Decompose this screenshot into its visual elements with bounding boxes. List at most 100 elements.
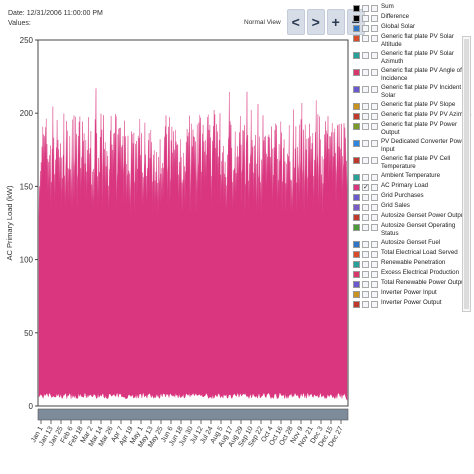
legend-item[interactable]: ✓ AC Primary Load	[353, 182, 472, 191]
legend-checkbox[interactable]	[362, 103, 369, 110]
legend-checkbox[interactable]	[362, 251, 369, 258]
legend-axis-checkbox[interactable]	[371, 140, 378, 147]
legend-checkbox[interactable]	[362, 15, 369, 22]
legend-checkbox[interactable]	[362, 291, 369, 298]
legend-color-swatch[interactable]	[353, 35, 360, 42]
legend-checkbox[interactable]	[362, 5, 369, 12]
legend-item[interactable]: Autosize Genset Operating Status	[353, 222, 472, 238]
legend-axis-checkbox[interactable]	[371, 103, 378, 110]
legend-item[interactable]: Generic flat plate PV Angle of Incidence	[353, 67, 472, 83]
legend-axis-checkbox[interactable]	[371, 157, 378, 164]
legend-item[interactable]: Grid Sales	[353, 202, 472, 211]
legend-color-swatch[interactable]	[353, 174, 360, 181]
legend-color-swatch[interactable]	[353, 281, 360, 288]
legend-item[interactable]: Renewable Penetration	[353, 259, 472, 268]
legend-item[interactable]: Sum	[353, 3, 472, 12]
legend-item[interactable]: Grid Purchases	[353, 192, 472, 201]
legend-scrollbar-thumb[interactable]	[464, 39, 469, 309]
legend-color-swatch[interactable]	[353, 15, 360, 22]
legend-color-swatch[interactable]	[353, 194, 360, 201]
legend-checkbox[interactable]	[362, 123, 369, 130]
zoom-out-button[interactable]: −	[346, 9, 365, 35]
legend-item[interactable]: Excess Electrical Production	[353, 269, 472, 278]
legend-axis-checkbox[interactable]	[371, 301, 378, 308]
legend-axis-checkbox[interactable]	[371, 69, 378, 76]
legend-item[interactable]: Generic flat plate PV Solar Azimuth	[353, 50, 472, 66]
legend-checkbox[interactable]	[362, 157, 369, 164]
legend-checkbox[interactable]	[362, 86, 369, 93]
legend-color-swatch[interactable]	[353, 86, 360, 93]
legend-axis-checkbox[interactable]	[371, 291, 378, 298]
legend-color-swatch[interactable]	[353, 123, 360, 130]
legend-color-swatch[interactable]	[353, 251, 360, 258]
legend-axis-checkbox[interactable]	[371, 35, 378, 42]
legend-item[interactable]: Global Solar	[353, 23, 472, 32]
legend-checkbox[interactable]	[362, 301, 369, 308]
legend-color-swatch[interactable]	[353, 271, 360, 278]
legend-item[interactable]: Generic flat plate PV Power Output	[353, 121, 472, 137]
legend-item[interactable]: Generic flat plate PV Solar Altitude	[353, 33, 472, 49]
legend-color-swatch[interactable]	[353, 157, 360, 164]
legend-checkbox[interactable]	[362, 52, 369, 59]
legend-item[interactable]: Generic flat plate PV Slope	[353, 101, 472, 110]
legend-item[interactable]: Generic flat plate PV Cell Temperature	[353, 155, 472, 171]
legend-axis-checkbox[interactable]	[371, 204, 378, 211]
legend-item[interactable]: PV Dedicated Converter Power Input	[353, 138, 472, 154]
legend-axis-checkbox[interactable]	[371, 271, 378, 278]
legend-color-swatch[interactable]	[353, 301, 360, 308]
legend-item[interactable]: Generic flat plate PV PV Azimuth	[353, 111, 472, 120]
legend-axis-checkbox[interactable]	[371, 241, 378, 248]
legend-color-swatch[interactable]	[353, 214, 360, 221]
legend-axis-checkbox[interactable]	[371, 123, 378, 130]
legend-axis-checkbox[interactable]	[371, 86, 378, 93]
legend-color-swatch[interactable]	[353, 184, 360, 191]
legend-axis-checkbox[interactable]	[371, 261, 378, 268]
legend-axis-checkbox[interactable]	[371, 214, 378, 221]
legend-color-swatch[interactable]	[353, 140, 360, 147]
legend-color-swatch[interactable]	[353, 103, 360, 110]
legend-axis-checkbox[interactable]	[371, 281, 378, 288]
legend-color-swatch[interactable]	[353, 52, 360, 59]
legend-color-swatch[interactable]	[353, 291, 360, 298]
legend-axis-checkbox[interactable]	[371, 5, 378, 12]
legend-checkbox[interactable]	[362, 281, 369, 288]
legend-axis-checkbox[interactable]	[371, 224, 378, 231]
legend-checkbox[interactable]	[362, 241, 369, 248]
legend-checkbox[interactable]	[362, 140, 369, 147]
legend-axis-checkbox[interactable]	[371, 174, 378, 181]
pan-right-button[interactable]: >	[306, 9, 325, 35]
legend-item[interactable]: Inverter Power Output	[353, 299, 472, 308]
legend-checkbox[interactable]	[362, 69, 369, 76]
legend-checkbox[interactable]	[362, 113, 369, 120]
legend-axis-checkbox[interactable]	[371, 113, 378, 120]
legend-color-swatch[interactable]	[353, 204, 360, 211]
legend-checkbox[interactable]	[362, 204, 369, 211]
legend-checkbox[interactable]	[362, 194, 369, 201]
legend-item[interactable]: Generic flat plate PV Incident Solar	[353, 84, 472, 100]
legend-axis-checkbox[interactable]	[371, 52, 378, 59]
legend-axis-checkbox[interactable]	[371, 251, 378, 258]
legend-color-swatch[interactable]	[353, 113, 360, 120]
legend-axis-checkbox[interactable]	[371, 15, 378, 22]
legend-checkbox[interactable]	[362, 174, 369, 181]
legend-item[interactable]: Autosize Genset Fuel	[353, 239, 472, 248]
zoom-in-button[interactable]: +	[326, 9, 345, 35]
legend-color-swatch[interactable]	[353, 224, 360, 231]
legend-checkbox[interactable]	[362, 224, 369, 231]
legend-item[interactable]: Ambient Temperature	[353, 172, 472, 181]
legend-item[interactable]: Inverter Power Input	[353, 289, 472, 298]
legend-item[interactable]: Total Electrical Load Served	[353, 249, 472, 258]
legend-item[interactable]: Total Renewable Power Output	[353, 279, 472, 288]
legend-axis-checkbox[interactable]	[371, 194, 378, 201]
legend-checkbox[interactable]	[362, 214, 369, 221]
legend-color-swatch[interactable]	[353, 261, 360, 268]
legend-checkbox[interactable]	[362, 25, 369, 32]
legend-scrollbar[interactable]	[462, 36, 471, 312]
legend-axis-checkbox[interactable]	[371, 25, 378, 32]
legend-color-swatch[interactable]	[353, 241, 360, 248]
legend-item[interactable]: Autosize Genset Power Output	[353, 212, 472, 221]
legend-item[interactable]: Difference	[353, 13, 472, 22]
legend-checkbox[interactable]	[362, 35, 369, 42]
legend-color-swatch[interactable]	[353, 5, 360, 12]
legend-axis-checkbox[interactable]	[371, 184, 378, 191]
